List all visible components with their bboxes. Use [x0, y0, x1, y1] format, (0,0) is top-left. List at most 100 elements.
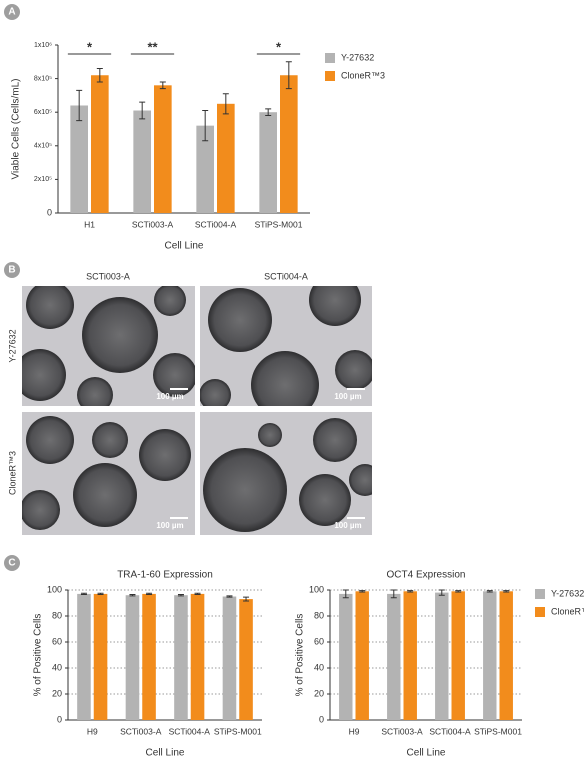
error-bar — [222, 93, 229, 115]
bar — [403, 591, 417, 720]
y-tick-label: 0 — [47, 207, 52, 217]
bar — [142, 593, 156, 720]
panel-badge — [4, 4, 20, 20]
x-tick-label: H9 — [349, 726, 360, 736]
error-bar — [202, 110, 209, 142]
legend-swatch — [325, 53, 335, 63]
bar — [259, 112, 277, 213]
error-bar — [129, 594, 136, 597]
micrograph — [200, 412, 372, 535]
legend-swatch — [325, 71, 335, 81]
scale-label: 100 µm — [156, 392, 183, 401]
scale-label: 100 µm — [156, 521, 183, 530]
scale-bar — [170, 388, 188, 390]
x-tick-label: SCTi004-A — [169, 726, 211, 736]
panel-label: A — [8, 7, 15, 18]
chart-title: TRA-1-60 Expression — [117, 570, 213, 581]
bar — [280, 75, 298, 214]
y-tick-label: 60 — [52, 636, 62, 646]
error-bar — [97, 592, 104, 596]
x-tick-label: H1 — [84, 219, 95, 229]
error-bar — [76, 89, 83, 122]
error-bar — [96, 68, 103, 83]
y-tick-label: 6x10⁵ — [34, 109, 52, 116]
error-bar — [194, 592, 201, 596]
column-label: SCTi004-A — [264, 271, 308, 281]
y-tick-label: 4x10⁵ — [34, 143, 52, 150]
bar — [355, 591, 369, 720]
error-bar — [455, 590, 462, 593]
row-label: CloneR™3 — [7, 451, 17, 495]
legend-swatch — [535, 607, 545, 617]
y-tick-label: 100 — [309, 584, 324, 594]
error-bar — [342, 589, 349, 599]
bar — [133, 110, 151, 213]
legend-label: Y-27632 — [551, 588, 584, 598]
scale-bar — [347, 517, 365, 519]
error-bar — [486, 590, 493, 593]
scale-bar — [347, 388, 365, 390]
bar — [339, 593, 353, 720]
y-axis-label: % of Positive Cells — [295, 614, 306, 697]
bar — [222, 596, 237, 720]
scale-label: 100 µm — [334, 521, 361, 530]
y-axis-label: Viable Cells (Cells/mL) — [11, 79, 22, 180]
panel-badge — [4, 262, 20, 278]
x-tick-label: SCTi003-A — [120, 726, 162, 736]
error-bar — [146, 592, 153, 596]
significance-label: ** — [147, 39, 158, 54]
x-tick-label: STiPS-M001 — [255, 219, 303, 229]
error-bar — [285, 61, 292, 90]
bar — [387, 593, 401, 720]
legend-label: CloneR™3 — [341, 70, 385, 80]
bar — [77, 593, 91, 720]
micrograph — [200, 286, 372, 406]
y-tick-label: 2x10⁵ — [34, 176, 52, 183]
significance-label: * — [276, 39, 282, 54]
legend-label: CloneR™3 — [551, 606, 584, 616]
y-tick-label: 80 — [52, 610, 62, 620]
bar — [499, 591, 513, 720]
y-tick-label: 40 — [314, 662, 324, 672]
significance-label: * — [87, 39, 93, 54]
error-bar — [407, 590, 414, 593]
error-bar — [139, 101, 146, 120]
error-bar — [80, 592, 87, 596]
legend-swatch — [535, 589, 545, 599]
bar — [70, 105, 88, 213]
y-tick-label: 20 — [314, 688, 324, 698]
y-axis-label: % of Positive Cells — [33, 614, 44, 697]
x-tick-label: SCTi004-A — [195, 219, 237, 229]
error-bar — [390, 589, 397, 599]
bar — [91, 75, 109, 214]
bar — [435, 592, 449, 720]
error-bar — [359, 590, 366, 593]
y-tick-label: 40 — [52, 662, 62, 672]
error-bar — [265, 108, 272, 117]
error-bar — [226, 595, 233, 598]
x-tick-label: STiPS-M001 — [474, 726, 522, 736]
y-tick-label: 0 — [57, 714, 62, 724]
micrograph — [22, 412, 195, 535]
error-bar — [438, 589, 445, 596]
y-tick-label: 60 — [314, 636, 324, 646]
error-bar — [177, 594, 184, 597]
x-tick-label: SCTi003-A — [381, 726, 423, 736]
y-tick-label: 8x10⁵ — [34, 75, 52, 82]
error-bar — [159, 81, 166, 90]
x-tick-label: STiPS-M001 — [214, 726, 262, 736]
bar — [93, 593, 108, 720]
x-tick-label: H9 — [87, 726, 98, 736]
y-tick-label: 20 — [52, 688, 62, 698]
bar — [483, 591, 497, 720]
scale-bar — [170, 517, 188, 519]
bar — [451, 591, 465, 720]
error-bar — [503, 590, 510, 593]
panel-badge — [4, 555, 20, 571]
x-tick-label: SCTi003-A — [132, 219, 174, 229]
bar — [174, 595, 188, 720]
panel-label: B — [8, 265, 15, 276]
x-axis-label: Cell Line — [165, 241, 204, 252]
bar — [190, 593, 205, 720]
